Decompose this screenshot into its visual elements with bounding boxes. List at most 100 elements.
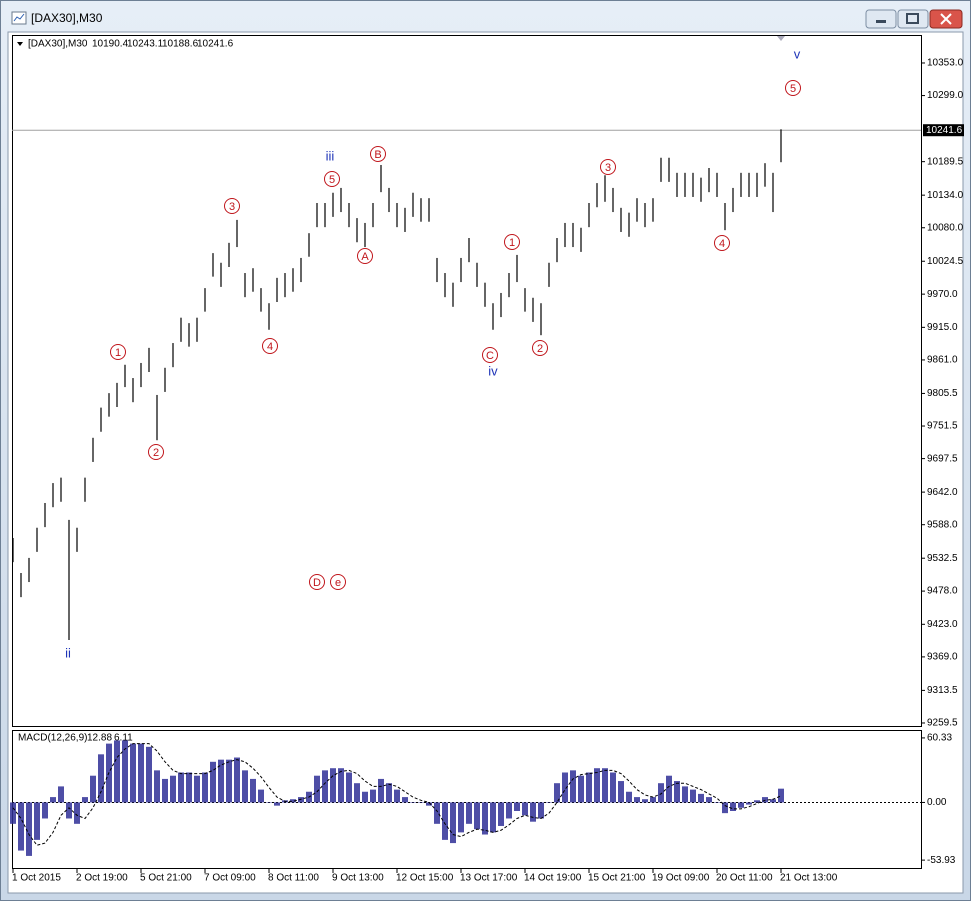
macd-bar [330, 768, 336, 803]
macd-bar [18, 802, 24, 851]
macd-bar [602, 768, 608, 803]
panel-menu-arrow [17, 42, 23, 46]
wave-label: iii [326, 148, 335, 163]
wave-label: B [374, 149, 381, 161]
y-tick-label: 9478.0 [927, 586, 958, 597]
macd-bar [50, 797, 56, 803]
macd-bar [90, 775, 96, 803]
macd-bar [538, 802, 544, 819]
macd-bar [714, 802, 720, 803]
restore-icon [906, 13, 919, 24]
header-value: 10243.1 [127, 39, 164, 50]
macd-bar [226, 759, 232, 803]
wave-label: 5 [329, 174, 335, 186]
chart-header-title: [DAX30],M30 [28, 39, 88, 50]
restore-button[interactable] [897, 9, 929, 29]
macd-bar [386, 783, 392, 803]
minimize-button[interactable] [865, 9, 897, 29]
macd-bar [10, 802, 16, 824]
y-tick-label: 9751.5 [927, 421, 958, 432]
y-tick-label: 9805.5 [927, 388, 958, 399]
macd-bar [338, 768, 344, 803]
last-price-label: 10241.6 [926, 125, 963, 136]
x-tick-label: 1 Oct 2015 [12, 873, 61, 884]
y-tick-label: 9588.0 [927, 519, 958, 530]
macd-header-title: MACD(12,26,9) [18, 733, 87, 744]
y-tick-label: 9697.5 [927, 453, 958, 464]
wave-label-circle [600, 159, 616, 175]
macd-bar [130, 743, 136, 803]
y-tick-label: 10299.0 [927, 90, 964, 101]
macd-header-value: 12.88 [87, 733, 112, 744]
macd-bar [490, 802, 496, 833]
macd-bar [290, 799, 296, 803]
macd-bar [322, 770, 328, 803]
macd-bar [402, 797, 408, 803]
y-tick-label: 9532.5 [927, 553, 958, 564]
x-tick-label: 5 Oct 21:00 [140, 873, 192, 884]
wave-label-circle [532, 340, 548, 356]
macd-bar [194, 775, 200, 803]
wave-label: 2 [153, 447, 159, 459]
macd-bar [98, 754, 104, 803]
macd-bar [770, 799, 776, 803]
macd-panel [12, 730, 922, 869]
macd-bar [162, 778, 168, 803]
x-tick-label: 2 Oct 19:00 [76, 873, 128, 884]
macd-bar [762, 797, 768, 803]
macd-bar [730, 802, 736, 811]
macd-bar [250, 778, 256, 803]
macd-bar [466, 802, 472, 824]
macd-bar [586, 772, 592, 803]
macd-bar [346, 772, 352, 803]
macd-bar [754, 800, 760, 803]
macd-bar [418, 802, 424, 803]
macd-bar [514, 802, 520, 811]
macd-bar [434, 802, 440, 824]
macd-bar [658, 783, 664, 803]
y-tick-label: 60.33 [927, 733, 952, 744]
macd-bar [314, 775, 320, 803]
macd-bar [474, 802, 480, 830]
macd-bar [202, 772, 208, 803]
macd-bar [210, 761, 216, 803]
wave-label-circle [785, 80, 801, 96]
header-value: 10241.6 [197, 39, 234, 50]
macd-bar [778, 788, 784, 803]
macd-bar [186, 772, 192, 803]
macd-bar [506, 802, 512, 819]
wave-label: 1 [509, 237, 515, 249]
y-tick-label: 9313.5 [927, 685, 958, 696]
x-tick-label: 7 Oct 09:00 [204, 873, 256, 884]
macd-bar [34, 802, 40, 840]
macd-bar [42, 802, 48, 819]
last-price-box [923, 124, 964, 137]
y-tick-label: 10024.5 [927, 256, 964, 267]
x-tick-label: 12 Oct 15:00 [396, 873, 454, 884]
client-area [7, 31, 964, 894]
macd-bar [82, 797, 88, 803]
macd-bar [122, 740, 128, 803]
wave-label: C [486, 350, 494, 362]
macd-bar [554, 783, 560, 803]
price-panel [12, 35, 922, 727]
macd-bar [594, 768, 600, 803]
macd-bar [666, 775, 672, 803]
macd-bar [154, 770, 160, 803]
macd-bar [690, 789, 696, 803]
macd-bar [378, 778, 384, 803]
macd-bar [746, 802, 752, 805]
macd-bar [682, 786, 688, 803]
macd-bar [362, 791, 368, 803]
y-tick-label: -53.93 [927, 855, 956, 866]
wave-label-circle [357, 248, 373, 264]
macd-bar [522, 802, 528, 816]
macd-bar [74, 802, 80, 824]
macd-bar [218, 759, 224, 803]
macd-bar [738, 802, 744, 808]
wave-label-circle [110, 344, 126, 360]
wave-label: 2 [537, 343, 543, 355]
wave-label: A [361, 251, 369, 263]
x-tick-label: 13 Oct 17:00 [460, 873, 518, 884]
